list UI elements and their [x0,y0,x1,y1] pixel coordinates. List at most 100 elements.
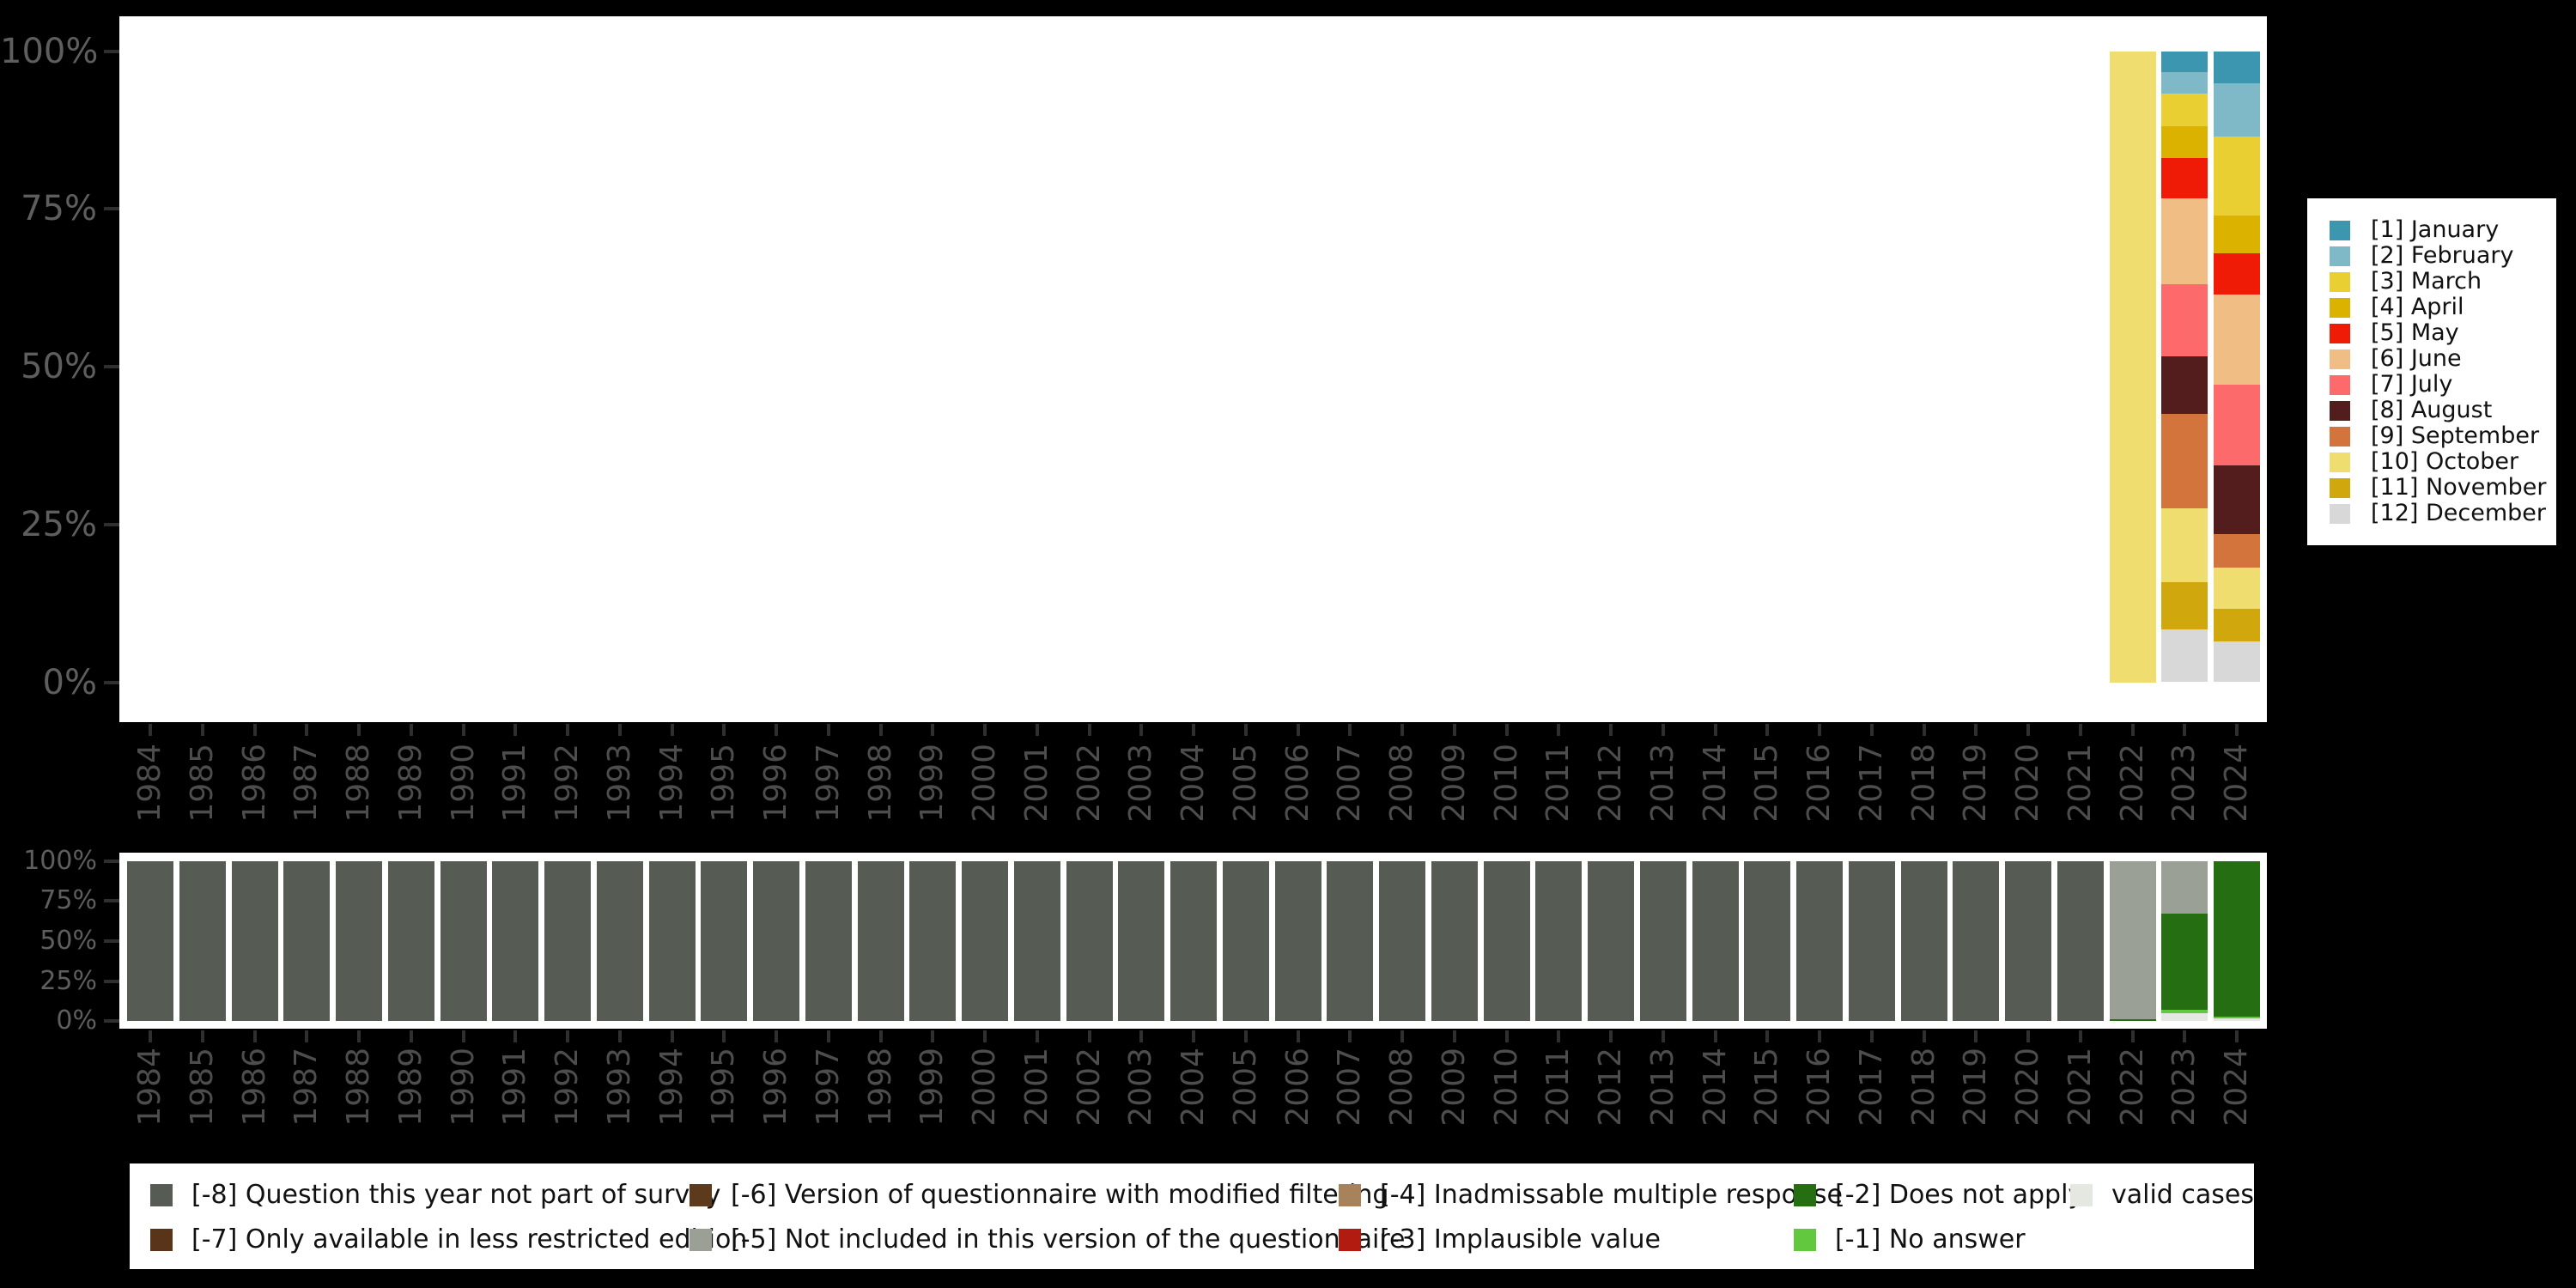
y-axis-tick [104,680,119,684]
x-axis-label-year: 1994 [653,1048,690,1127]
top-bar-segment-2023 [2161,629,2208,683]
bottom-bar-segment-2024 [2214,1017,2260,1019]
legend-swatch-month [2330,221,2350,240]
x-axis-label-year: 2011 [1540,1048,1577,1127]
bottom-bar-segment-2019 [1953,860,2000,1022]
x-axis-label-year: 1997 [810,1048,846,1127]
x-axis-tick [1661,724,1665,736]
x-axis-label-year: 2015 [1749,1048,1785,1127]
x-axis-tick [775,1030,778,1042]
legend-swatch-month [2330,246,2350,266]
x-axis-label-year: 2010 [1488,1048,1524,1127]
legend-label-code: [-5] Not included in this version of the… [731,1224,1406,1255]
legend-label-month: [3] March [2371,268,2482,295]
bottom-bar-segment-2017 [1848,860,1895,1022]
top-bar-segment-2024 [2214,82,2260,137]
x-axis-tick [461,1030,465,1042]
x-axis-tick [1713,724,1717,736]
x-axis-tick [1035,724,1039,736]
x-axis-tick [1348,724,1352,736]
x-axis-label-year: 2015 [1749,744,1785,823]
bottom-bar-segment-1985 [179,860,226,1022]
x-axis-tick [357,1030,361,1042]
x-axis-label-year: 1993 [601,744,637,823]
legend-swatch-code [150,1184,173,1206]
x-axis-tick [931,1030,935,1042]
bottom-bar-segment-1997 [805,860,852,1022]
y-axis-label: 0% [56,1005,97,1036]
x-axis-label-year: 2011 [1540,744,1577,823]
bottom-bar-segment-2006 [1274,860,1321,1022]
legend-swatch-month [2330,298,2350,318]
x-axis-label-year: 2023 [2166,1048,2202,1127]
x-axis-tick [2078,1030,2082,1042]
legend-swatch-month [2330,478,2350,498]
x-axis-label-year: 1995 [706,744,742,823]
x-axis-tick [775,724,778,736]
y-axis-tick [104,939,119,943]
x-axis-tick [357,724,361,736]
x-axis-tick [513,724,518,736]
x-axis-label-year: 2009 [1436,744,1472,823]
x-axis-tick [1296,724,1300,736]
x-axis-label-year: 2024 [2219,1048,2254,1127]
x-axis-label-year: 1988 [341,744,376,823]
bottom-bar-segment-2010 [1483,860,1530,1022]
x-axis-label-year: 2012 [1593,1048,1628,1127]
legend-label-month: [4] April [2371,294,2464,320]
x-axis-tick [1035,1030,1039,1042]
legend-swatch-month [2330,504,2350,524]
x-axis-tick [1609,1030,1613,1042]
y-axis-tick [104,522,119,526]
bottom-bar-segment-2008 [1379,860,1425,1022]
x-axis-tick [1869,1030,1874,1042]
x-axis-tick [1765,1030,1770,1042]
x-axis-label-year: 1999 [914,1048,951,1127]
x-axis-label-year: 2022 [2114,744,2150,823]
y-axis-label: 50% [39,925,97,956]
x-axis-tick [409,1030,413,1042]
y-axis-tick [104,979,119,983]
x-axis-tick [566,724,569,736]
x-axis-tick [1243,1030,1248,1042]
y-axis-label: 100% [0,31,99,71]
legend-label-code: [-1] No answer [1835,1224,2026,1255]
x-axis-label-year: 1992 [550,1048,585,1127]
x-axis-label-year: 2018 [1905,744,1941,823]
x-axis-label-year: 2003 [1123,1048,1159,1127]
x-axis-label-year: 2018 [1905,1048,1941,1127]
legend-swatch-code [2070,1184,2093,1206]
top-bar-segment-2023 [2161,158,2208,199]
x-axis-label-year: 2004 [1176,1048,1211,1127]
x-axis-label-year: 2000 [967,744,1002,823]
bottom-bar-segment-1996 [753,860,799,1022]
x-axis-tick [983,724,987,736]
legend-label-month: [7] July [2371,371,2453,398]
x-axis-tick [252,1030,257,1042]
legend-swatch-code [1794,1184,1816,1206]
x-axis-label-year: 2004 [1176,744,1211,823]
x-axis-tick [2235,724,2239,736]
x-axis-label-year: 2020 [2010,1048,2045,1127]
x-axis-tick [2026,1030,2030,1042]
bottom-bar-segment-2021 [2057,860,2104,1022]
x-axis-label-year: 2010 [1488,744,1524,823]
x-axis-tick [983,1030,987,1042]
x-axis-tick [200,724,204,736]
legend-label-code: [-4] Inadmissable multiple response [1380,1180,1844,1210]
bottom-bar-segment-2024 [2214,860,2260,1018]
x-axis-label-year: 2024 [2219,744,2254,823]
bottom-bar-segment-2013 [1639,860,1686,1022]
x-axis-label-year: 1984 [132,744,167,823]
x-axis-tick [1243,724,1248,736]
legend-label-code: [-6] Version of questionnaire with modif… [731,1180,1389,1210]
x-axis-label-year: 2006 [1279,744,1315,823]
x-axis-label-year: 1989 [392,1048,428,1127]
x-axis-label-year: 1996 [758,744,793,823]
bottom-bar-segment-2005 [1222,860,1269,1022]
x-axis-label-year: 1987 [289,1048,325,1127]
legend-swatch-code [690,1184,712,1206]
top-bar-segment-2024 [2214,295,2260,385]
top-bar-segment-2024 [2214,384,2260,466]
x-axis-label-year: 2003 [1123,744,1159,823]
